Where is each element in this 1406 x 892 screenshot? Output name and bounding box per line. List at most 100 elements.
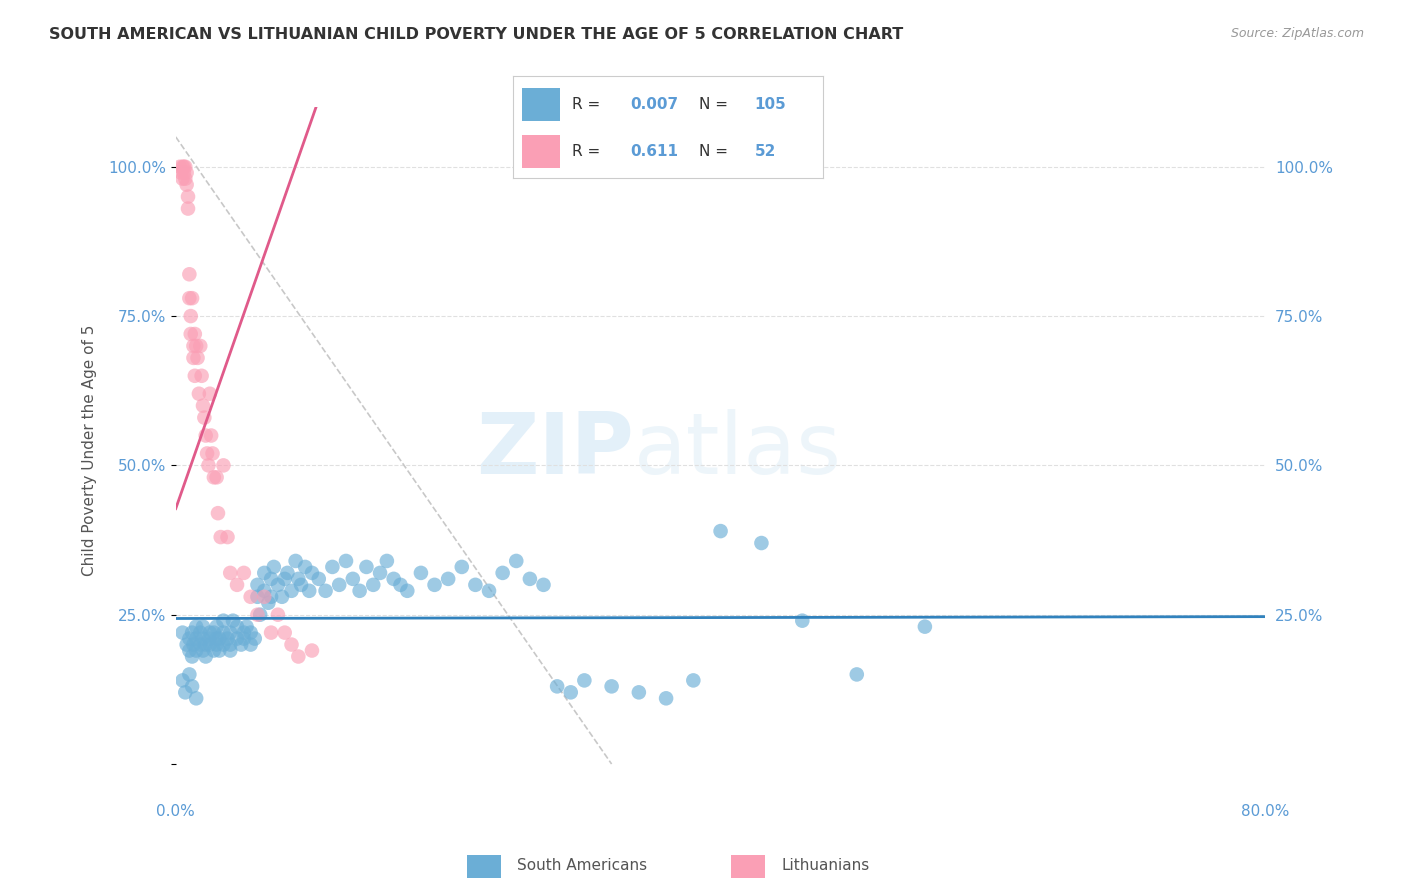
Point: [183, 339, 205, 353]
Point: [226, 632, 249, 646]
Point: [195, 446, 218, 460]
Point: [205, 470, 228, 484]
Point: [239, 590, 262, 604]
Point: [198, 386, 221, 401]
Point: [328, 578, 350, 592]
Point: [301, 566, 323, 580]
Point: [450, 560, 472, 574]
Point: [183, 638, 205, 652]
Point: [194, 638, 217, 652]
Text: atlas: atlas: [633, 409, 841, 492]
Point: [308, 572, 330, 586]
Point: [179, 291, 201, 305]
Point: [335, 554, 357, 568]
Point: [208, 643, 231, 657]
Point: [172, 673, 194, 688]
Point: [655, 691, 678, 706]
Point: [181, 679, 204, 693]
Point: [682, 673, 704, 688]
Point: [260, 590, 283, 604]
Point: [356, 560, 378, 574]
Point: [301, 643, 323, 657]
Point: [177, 189, 200, 203]
Point: [287, 572, 309, 586]
Point: [194, 649, 217, 664]
Point: [179, 667, 201, 681]
Point: [546, 679, 568, 693]
Point: [751, 536, 773, 550]
Point: [205, 620, 228, 634]
Point: [188, 638, 211, 652]
Point: [212, 614, 235, 628]
Point: [257, 596, 280, 610]
Point: [179, 632, 201, 646]
Point: [437, 572, 460, 586]
Point: [914, 620, 936, 634]
Point: [212, 638, 235, 652]
Point: [186, 691, 208, 706]
Point: [186, 620, 208, 634]
Point: [194, 428, 217, 442]
Point: [200, 428, 222, 442]
Point: [198, 638, 221, 652]
Point: [202, 625, 225, 640]
Point: [560, 685, 582, 699]
Point: [226, 578, 249, 592]
Point: [170, 166, 193, 180]
Point: [321, 560, 343, 574]
Point: [253, 583, 276, 598]
Point: [174, 160, 197, 174]
Point: [260, 572, 283, 586]
Point: [600, 679, 623, 693]
Point: [181, 291, 204, 305]
FancyBboxPatch shape: [523, 88, 560, 121]
Point: [208, 632, 231, 646]
Point: [186, 339, 208, 353]
Point: [232, 632, 254, 646]
Point: [176, 638, 198, 652]
FancyBboxPatch shape: [523, 136, 560, 168]
Point: [173, 160, 195, 174]
Point: [315, 583, 337, 598]
Point: [423, 578, 446, 592]
Text: 105: 105: [755, 97, 786, 112]
Text: R =: R =: [572, 97, 605, 112]
Point: [294, 560, 316, 574]
Point: [198, 625, 221, 640]
Text: SOUTH AMERICAN VS LITHUANIAN CHILD POVERTY UNDER THE AGE OF 5 CORRELATION CHART: SOUTH AMERICAN VS LITHUANIAN CHILD POVER…: [49, 27, 904, 42]
Point: [389, 578, 412, 592]
Point: [243, 632, 266, 646]
Point: [533, 578, 555, 592]
Y-axis label: Child Poverty Under the Age of 5: Child Poverty Under the Age of 5: [82, 325, 97, 576]
Point: [246, 578, 269, 592]
Point: [180, 309, 202, 323]
Point: [375, 554, 398, 568]
Point: [179, 267, 201, 281]
Text: South Americans: South Americans: [517, 858, 648, 872]
Point: [191, 399, 214, 413]
Point: [193, 410, 215, 425]
Point: [226, 620, 249, 634]
Text: 0.611: 0.611: [631, 145, 679, 160]
Point: [202, 470, 225, 484]
Point: [280, 638, 302, 652]
Point: [191, 643, 214, 657]
Point: [188, 625, 211, 640]
Point: [172, 171, 194, 186]
Point: [274, 625, 297, 640]
Point: [176, 166, 198, 180]
Point: [172, 625, 194, 640]
Point: [179, 643, 201, 657]
Point: [219, 566, 242, 580]
Point: [574, 673, 596, 688]
Point: [180, 326, 202, 341]
Point: [197, 458, 219, 473]
Point: [201, 446, 224, 460]
Text: ZIP: ZIP: [475, 409, 633, 492]
Point: [235, 620, 257, 634]
Point: [205, 632, 228, 646]
Point: [382, 572, 405, 586]
Point: [172, 160, 194, 174]
Point: [505, 554, 527, 568]
Point: [519, 572, 541, 586]
